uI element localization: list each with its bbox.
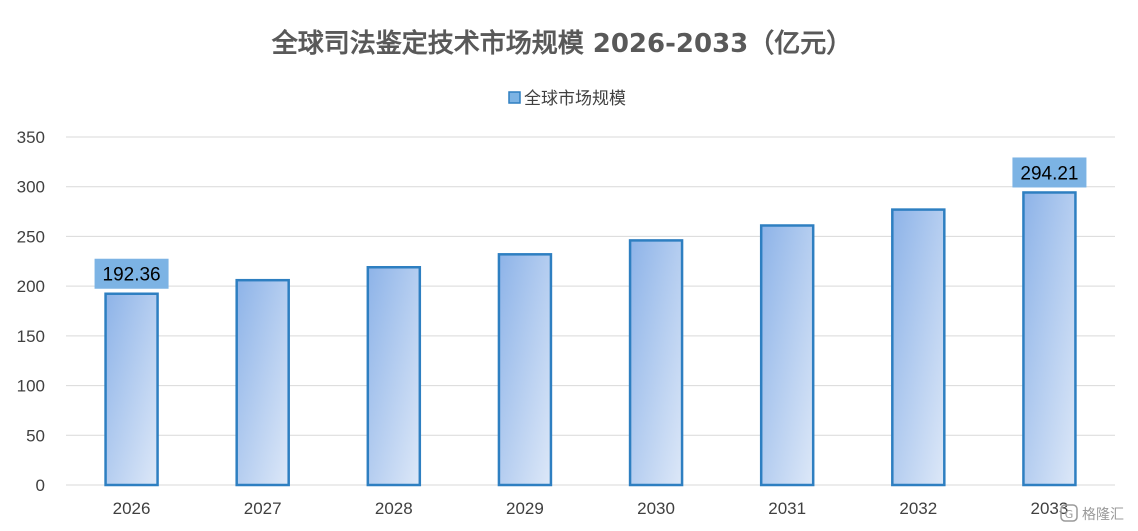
bar-2031[interactable] — [759, 224, 815, 487]
chart-title: 全球司法鉴定技术市场规模 2026-2033（亿元） — [271, 28, 853, 59]
x-tick-label: 2027 — [244, 499, 282, 518]
data-label-box — [94, 258, 169, 289]
x-tick-label: 2029 — [506, 499, 544, 518]
x-tick-label: 2030 — [637, 499, 675, 518]
y-tick-label: 200 — [17, 277, 45, 296]
legend-label: 全球市场规模 — [524, 89, 626, 109]
data-label-2026: 192.36 — [103, 265, 161, 286]
bar-2027[interactable] — [235, 278, 290, 487]
x-tick-label: 2028 — [375, 499, 413, 518]
bar-2026[interactable] — [104, 292, 159, 487]
bar-2029[interactable] — [497, 253, 553, 487]
bar-2030[interactable] — [628, 239, 684, 487]
y-tick-label: 100 — [17, 377, 45, 396]
bars — [104, 191, 1077, 487]
y-tick-label: 250 — [17, 227, 45, 246]
watermark-logo-glyph-icon: G — [1065, 508, 1074, 521]
data-label-2033: 294.21 — [1020, 163, 1078, 184]
legend[interactable]: 全球市场规模 — [508, 89, 626, 109]
x-tick-label: 2032 — [899, 499, 937, 518]
x-axis: 2026 2027 2028 2029 2030 2031 2032 2033 — [113, 499, 1069, 518]
x-tick-label: 2026 — [113, 499, 151, 518]
y-tick-label: 350 — [17, 128, 45, 147]
y-tick-label: 50 — [26, 426, 45, 445]
gridlines — [66, 136, 1115, 486]
watermark-logo-icon — [1060, 504, 1078, 522]
bar-2033[interactable] — [1022, 191, 1077, 487]
x-tick-label: 2031 — [768, 499, 806, 518]
data-label-box — [1012, 157, 1087, 188]
y-tick-label: 0 — [36, 476, 45, 495]
y-axis: 0 50 100 150 200 250 300 350 — [17, 128, 45, 495]
bar-2032[interactable] — [891, 208, 946, 487]
watermark-text: 格隆汇 — [1082, 507, 1124, 523]
x-tick-label: 2033 — [1031, 499, 1069, 518]
data-labels: 192.36 294.21 — [94, 157, 1087, 289]
y-tick-label: 300 — [17, 178, 45, 197]
y-tick-label: 150 — [17, 327, 45, 346]
watermark: G 格隆汇 — [1060, 504, 1124, 523]
legend-swatch — [508, 91, 521, 104]
bar-2028[interactable] — [366, 266, 422, 487]
